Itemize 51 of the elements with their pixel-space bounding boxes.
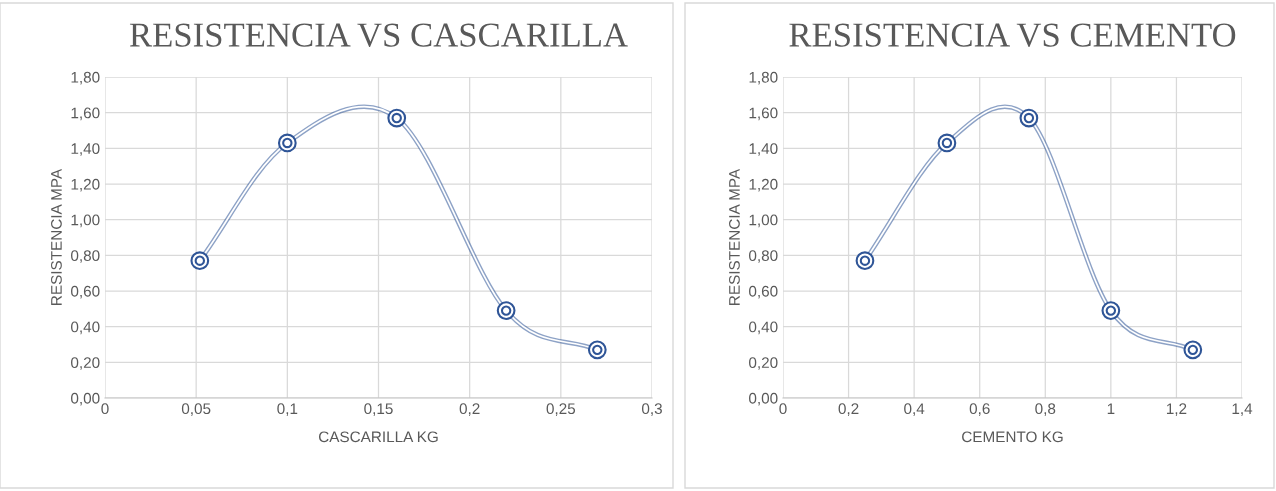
point — [387, 108, 407, 128]
x-tick-label: 1 — [1107, 403, 1115, 414]
point — [1019, 108, 1039, 128]
y-tick-label: 1,60 — [749, 107, 778, 121]
x-tick-label: 0,2 — [838, 403, 859, 416]
y-tick-label: 1,40 — [749, 143, 778, 156]
point — [855, 251, 875, 271]
chart-title: RESISTENCIA VS CEMENTO — [789, 23, 1236, 47]
y-tick-label: 0,00 — [71, 392, 100, 406]
x-tick-label: 1,4 — [1232, 403, 1253, 416]
y-tick-label: 1,60 — [71, 107, 100, 121]
x-tick-label: 0,2 — [459, 403, 480, 416]
x-tick-label: 0,6 — [969, 403, 990, 416]
x-tick-label: 0,1 — [277, 403, 298, 416]
point — [1183, 340, 1203, 360]
x-tick-label: 0,25 — [546, 403, 576, 416]
y-tick-label: 1,20 — [71, 178, 100, 192]
y-tick-label: 0,20 — [71, 357, 100, 370]
y-tick-label: 0,60 — [71, 285, 100, 299]
y-tick-label: 1,00 — [749, 214, 778, 228]
y-tick-label: 1,80 — [749, 71, 778, 85]
x-tick-label: 0,15 — [364, 403, 393, 416]
y-tick-label: 0,80 — [71, 250, 100, 263]
y-tick-label: 0,40 — [749, 321, 778, 335]
x-tick-label: 0 — [101, 403, 109, 415]
x-tick-label: 0 — [779, 403, 787, 415]
x-tick-label: 0,3 — [641, 403, 662, 416]
x-axis-title: CASCARILLA KG — [318, 431, 438, 443]
y-tick-label: 0,00 — [749, 392, 778, 406]
y-tick-label: 1,20 — [749, 178, 778, 192]
x-tick-label: 0,8 — [1035, 403, 1056, 416]
x-axis-title: CEMENTO KG — [962, 431, 1063, 443]
y-tick-label: 0,40 — [71, 321, 100, 335]
chart-title: RESISTENCIA VS CASCARILLA — [129, 23, 628, 47]
point — [587, 340, 607, 360]
y-tick-label: 1,00 — [71, 214, 100, 228]
y-tick-label: 0,80 — [749, 250, 778, 263]
point — [1101, 301, 1121, 320]
point — [277, 133, 297, 153]
y-axis-title: RESISTENCIA MPA — [729, 168, 740, 305]
point — [937, 133, 957, 153]
x-tick-label: 0,05 — [181, 403, 211, 416]
y-tick-label: 0,20 — [749, 357, 778, 370]
point — [190, 251, 210, 271]
y-axis-title: RESISTENCIA MPA — [51, 168, 62, 305]
y-tick-label: 1,80 — [71, 71, 100, 85]
y-tick-label: 1,40 — [71, 143, 100, 156]
y-tick-label: 0,60 — [749, 285, 778, 299]
point — [496, 301, 516, 320]
x-tick-label: 1,2 — [1166, 403, 1187, 416]
x-tick-label: 0,4 — [904, 403, 925, 416]
